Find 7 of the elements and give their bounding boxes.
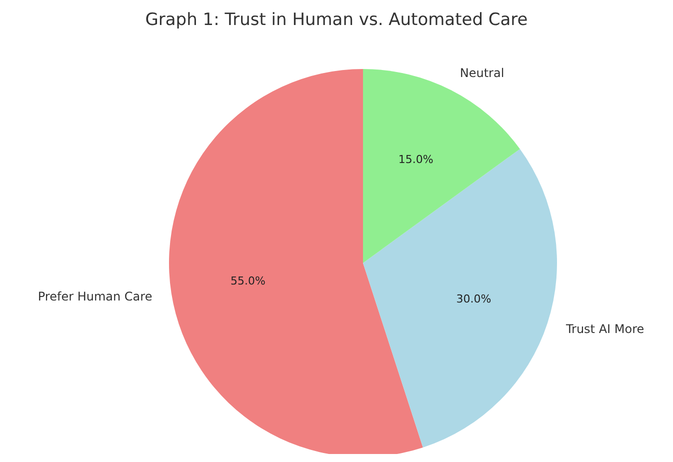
data-label: 15.0% xyxy=(398,152,434,166)
slice-label: Prefer Human Care xyxy=(38,289,152,304)
slice-label: Neutral xyxy=(460,66,504,80)
chart-title: Graph 1: Trust in Human vs. Automated Care xyxy=(144,10,529,30)
slice-label: Trust AI More xyxy=(564,322,644,336)
data-label: 55.0% xyxy=(230,274,266,288)
data-label: 30.0% xyxy=(456,292,492,306)
